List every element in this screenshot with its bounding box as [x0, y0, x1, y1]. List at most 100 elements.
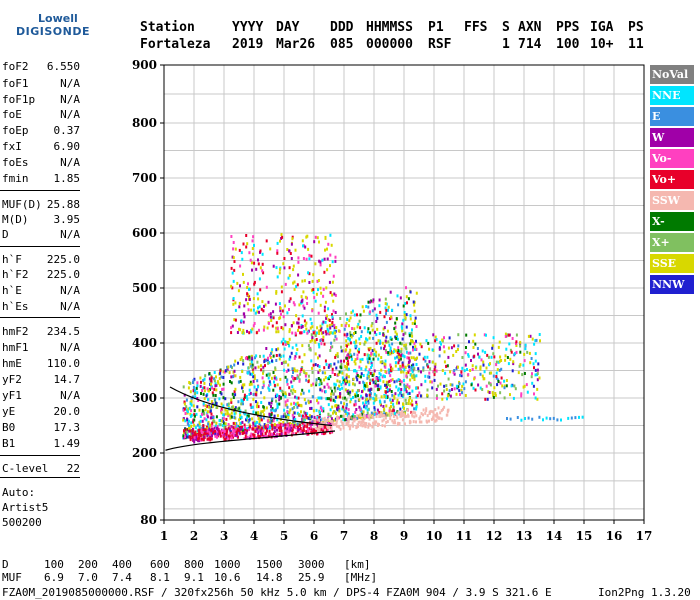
echo-point	[474, 388, 477, 392]
echo-point	[237, 289, 240, 293]
echo-point	[318, 354, 321, 358]
echo-point	[213, 426, 216, 430]
echo-point	[227, 426, 230, 430]
echo-point	[410, 356, 413, 360]
echo-point	[337, 329, 340, 333]
echo-point	[284, 423, 287, 427]
param-fof1p: foF1p N/A	[2, 93, 80, 107]
echo-point	[199, 415, 202, 418]
echo-point	[389, 398, 392, 402]
param-name: hmF1	[2, 341, 29, 354]
echo-point	[327, 365, 330, 369]
echo-point	[333, 362, 336, 366]
echo-point	[305, 430, 308, 433]
echo-point	[211, 434, 213, 438]
echo-point	[427, 341, 430, 345]
echo-point	[537, 362, 540, 366]
echo-point	[307, 399, 310, 403]
echo-point	[326, 327, 329, 331]
echo-point	[214, 434, 217, 438]
echo-point	[371, 328, 374, 332]
echo-point	[359, 423, 362, 427]
echo-point	[401, 337, 404, 341]
echo-point	[344, 324, 347, 328]
echo-point	[368, 368, 371, 372]
echo-point	[518, 364, 521, 368]
echo-point	[276, 402, 279, 406]
echo-point	[366, 376, 369, 380]
echo-point	[385, 312, 387, 316]
echo-point	[267, 356, 269, 360]
echo-point	[527, 416, 530, 420]
muf-cell-5: 9.1	[184, 571, 204, 584]
echo-point	[443, 350, 446, 354]
echo-point	[400, 350, 403, 354]
x-tick-label: 14	[546, 529, 563, 543]
echo-point	[505, 379, 508, 382]
echo-point	[205, 425, 208, 429]
echo-point	[303, 415, 306, 419]
echo-point	[383, 412, 386, 416]
x-tick-label: 12	[486, 529, 503, 543]
echo-point	[339, 395, 342, 399]
echo-point	[280, 432, 283, 436]
echo-point	[250, 435, 253, 439]
echo-point	[377, 377, 380, 380]
echo-point	[268, 388, 271, 392]
echo-point	[185, 430, 188, 434]
echo-point	[214, 384, 217, 388]
echo-point	[257, 425, 260, 429]
echo-point	[369, 371, 372, 375]
echo-point	[250, 356, 253, 360]
echo-point	[327, 307, 330, 311]
echo-point	[354, 417, 357, 421]
echo-point	[242, 272, 244, 276]
echo-point	[368, 336, 371, 340]
echo-point	[188, 427, 191, 431]
echo-point	[520, 394, 523, 398]
param-name: B1	[2, 437, 16, 450]
echo-point	[276, 405, 279, 409]
echo-point	[294, 369, 297, 373]
echo-point	[513, 384, 516, 388]
echo-point	[321, 417, 324, 421]
echo-point	[324, 419, 327, 423]
echo-point	[236, 407, 239, 411]
echo-point	[422, 366, 425, 370]
echo-point	[314, 363, 317, 367]
echo-point	[234, 374, 237, 378]
param-name: hmE	[2, 357, 22, 370]
echo-point	[427, 375, 430, 379]
echo-point	[267, 386, 270, 390]
echo-point	[401, 329, 404, 333]
echo-point	[218, 377, 221, 381]
echo-point	[226, 412, 229, 416]
echo-point	[268, 384, 270, 388]
echo-point	[261, 410, 264, 414]
echo-point	[378, 304, 381, 308]
echo-point	[261, 262, 264, 266]
echo-point	[183, 407, 186, 411]
echo-point	[252, 425, 255, 429]
echo-point	[457, 344, 460, 348]
echo-point	[313, 415, 316, 419]
param-value: 14.7	[53, 373, 81, 386]
echo-point	[299, 370, 302, 373]
echo-point	[406, 301, 408, 305]
echo-point	[218, 419, 221, 423]
echo-point	[386, 388, 389, 392]
echo-point	[520, 392, 523, 396]
echo-point	[330, 322, 333, 326]
echo-point	[320, 291, 323, 295]
echo-point	[269, 353, 272, 357]
echo-point	[219, 371, 222, 375]
echo-point	[406, 383, 409, 387]
echo-point	[207, 398, 209, 402]
echo-point	[335, 337, 338, 341]
echo-point	[382, 418, 385, 422]
echo-point	[256, 292, 259, 296]
echo-point	[193, 433, 196, 437]
echo-point	[272, 371, 275, 374]
echo-point	[404, 345, 407, 349]
echo-point	[523, 359, 526, 363]
